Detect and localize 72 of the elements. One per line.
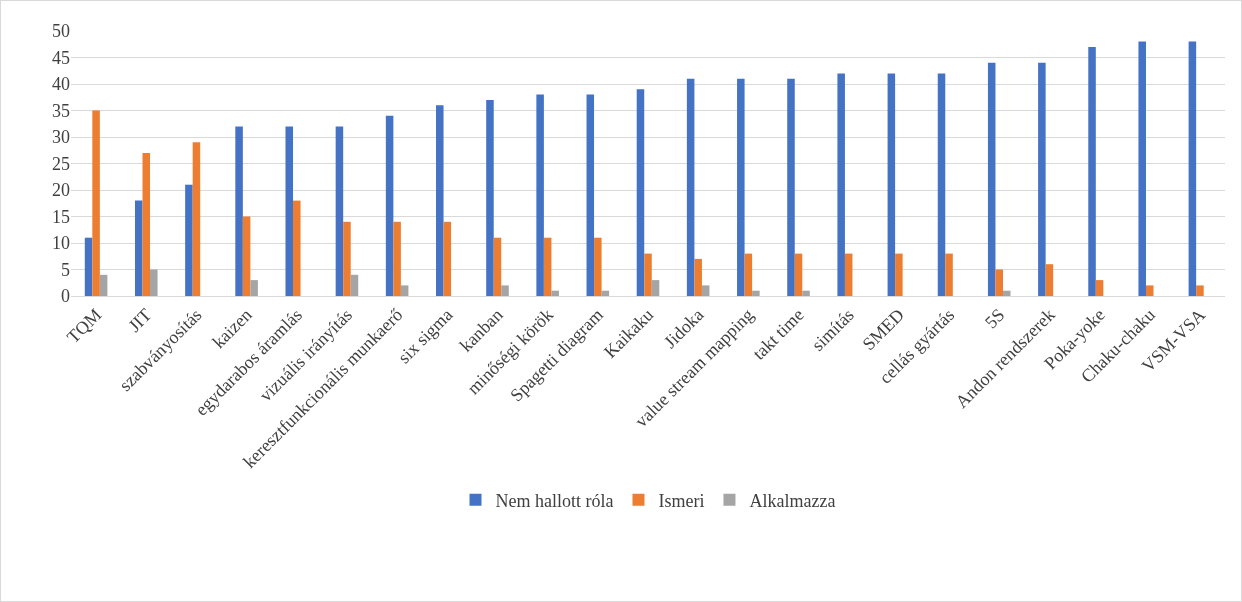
bar <box>802 290 810 296</box>
bar <box>84 237 93 296</box>
bar <box>393 221 401 296</box>
bar <box>586 94 595 296</box>
y-tick-label: 25 <box>52 153 70 174</box>
bar <box>285 126 294 296</box>
y-tick-label: 35 <box>52 100 70 121</box>
bar <box>99 274 108 296</box>
bar <box>1088 46 1096 296</box>
bar <box>150 269 158 296</box>
bar <box>443 221 452 296</box>
bar <box>701 285 710 296</box>
bar <box>1145 285 1154 296</box>
bar <box>694 258 702 296</box>
bar <box>937 73 946 296</box>
legend-label: Alkalmazza <box>749 490 836 511</box>
y-tick-label: 10 <box>52 233 70 254</box>
bar <box>594 237 602 296</box>
bar <box>385 115 394 296</box>
bar <box>192 142 201 296</box>
y-tick-label: 40 <box>52 74 70 95</box>
bar <box>1188 41 1197 296</box>
bar <box>737 78 745 296</box>
bar <box>945 253 953 296</box>
y-tick-label: 15 <box>52 206 70 227</box>
bar <box>350 274 359 296</box>
y-tick-label: 30 <box>52 127 70 148</box>
bar <box>142 152 151 296</box>
legend-label: Ismeri <box>658 490 705 511</box>
legend-label: Nem hallott róla <box>495 490 614 511</box>
bar <box>343 221 351 296</box>
bar <box>651 280 660 296</box>
bar <box>92 110 100 296</box>
bar <box>1138 41 1146 296</box>
y-tick-label: 5 <box>61 259 70 280</box>
bar <box>887 73 896 296</box>
bar <box>335 126 344 296</box>
bar <box>686 78 695 296</box>
bar <box>1002 290 1011 296</box>
y-tick-label: 45 <box>52 47 70 68</box>
bar <box>536 94 544 296</box>
bar <box>235 126 243 296</box>
bar <box>293 200 301 296</box>
y-tick-label: 0 <box>61 286 70 307</box>
bar <box>250 280 258 296</box>
bar <box>436 105 444 296</box>
bar <box>794 253 803 296</box>
y-tick-label: 50 <box>52 21 70 42</box>
bar <box>995 269 1003 296</box>
bar <box>752 290 760 296</box>
bar <box>895 253 903 296</box>
bar <box>134 200 143 296</box>
bar <box>242 216 251 296</box>
bar <box>543 237 552 296</box>
bar <box>787 78 795 296</box>
bar <box>1045 264 1054 296</box>
y-tick-label: 20 <box>52 180 70 201</box>
bar <box>644 253 652 296</box>
bar <box>844 253 853 296</box>
bar <box>1038 62 1046 296</box>
bar <box>837 73 845 296</box>
bar <box>501 285 509 296</box>
bar <box>744 253 753 296</box>
bar <box>400 285 409 296</box>
bar <box>987 62 996 296</box>
bar <box>636 89 645 296</box>
bar <box>185 184 193 296</box>
bar <box>551 290 559 296</box>
bar <box>493 237 502 296</box>
bar <box>1095 280 1104 296</box>
bar <box>486 99 494 296</box>
bar <box>1196 285 1204 296</box>
